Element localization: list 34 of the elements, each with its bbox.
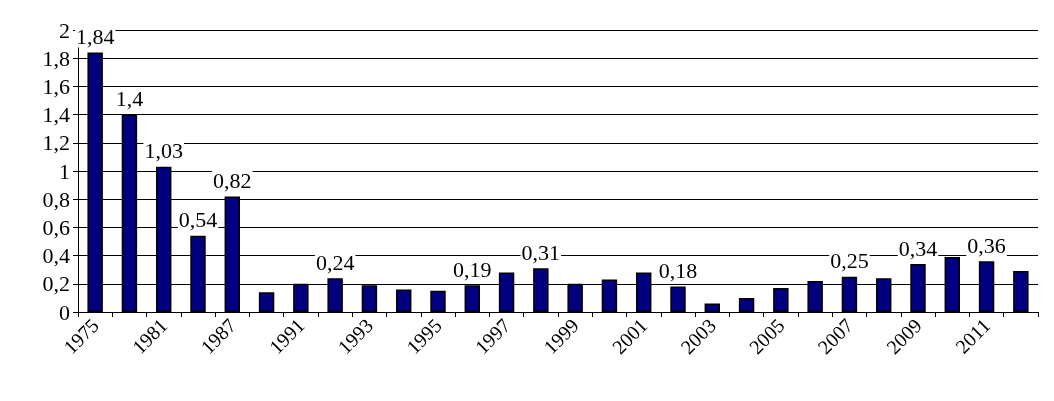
y-tick-label: 0: [59, 299, 70, 325]
x-tick-label: 2011: [951, 314, 995, 358]
data-label: 1,03: [144, 138, 183, 164]
data-label: 1,4: [115, 86, 144, 112]
bar: [738, 297, 755, 312]
data-label: 0,82: [213, 167, 252, 193]
y-tick-label: 1,8: [42, 45, 70, 71]
data-label: 1,84: [75, 24, 115, 50]
y-tick-label: 0,2: [42, 271, 70, 297]
y-tick-label: 0,4: [42, 243, 70, 269]
data-label: 0,25: [830, 248, 869, 274]
bar: [704, 303, 720, 312]
y-tick-label: 1,4: [42, 102, 70, 128]
y-tick-label: 1: [59, 158, 70, 184]
y-tick-label: 0,6: [42, 214, 70, 240]
y-tick-label: 1,6: [42, 73, 70, 99]
data-label: 0,19: [453, 256, 492, 282]
data-label: 0,18: [658, 258, 698, 284]
y-tick-label: 1,2: [42, 130, 70, 156]
y-tick-label: 0,8: [42, 186, 70, 212]
x-tick-label: 1981: [127, 314, 172, 359]
bar: [396, 289, 412, 312]
bar: [258, 292, 275, 312]
data-label: 0,31: [521, 239, 561, 265]
bar: [430, 290, 446, 312]
data-label: 0,54: [178, 207, 218, 233]
data-label: 0,34: [898, 235, 938, 261]
bar: [773, 288, 789, 312]
x-tick-label: 1991: [264, 314, 309, 359]
bar: [670, 286, 686, 312]
data-label: 0,24: [315, 249, 355, 275]
data-label: 0,36: [967, 232, 1006, 258]
y-tick-label: 2: [59, 17, 70, 43]
x-tick-label: 1999: [539, 314, 583, 359]
